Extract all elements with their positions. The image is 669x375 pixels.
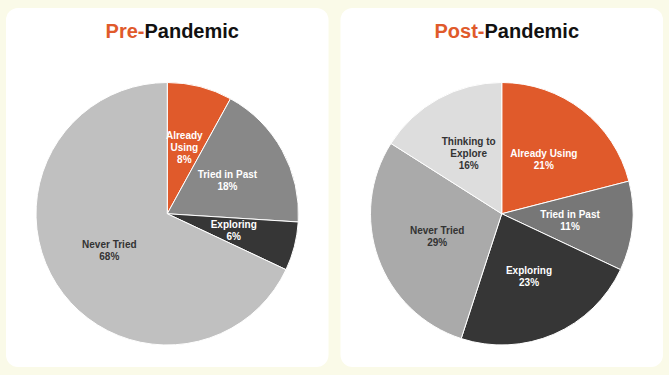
svg-text:Tried in Past: Tried in Past — [198, 169, 258, 180]
svg-text:18%: 18% — [217, 181, 237, 192]
svg-text:11%: 11% — [560, 221, 580, 232]
svg-text:68%: 68% — [99, 251, 119, 262]
svg-text:Post-: Post- — [435, 20, 485, 42]
svg-text:Thinking to: Thinking to — [442, 136, 496, 147]
svg-text:8%: 8% — [177, 154, 192, 165]
svg-text:Using: Using — [170, 142, 198, 153]
svg-text:Exploring: Exploring — [506, 265, 552, 276]
svg-text:29%: 29% — [427, 237, 447, 248]
svg-text:21%: 21% — [534, 160, 554, 171]
svg-text:16%: 16% — [459, 160, 479, 171]
svg-text:23%: 23% — [519, 277, 539, 288]
svg-text:Already: Already — [166, 130, 203, 141]
svg-text:Already Using: Already Using — [510, 148, 577, 159]
svg-text:6%: 6% — [226, 231, 241, 242]
svg-text:Tried in Past: Tried in Past — [540, 209, 600, 220]
svg-text:Pandemic: Pandemic — [144, 20, 238, 42]
svg-text:Explore: Explore — [450, 148, 487, 159]
svg-text:Pandemic: Pandemic — [485, 20, 579, 42]
svg-text:Pre-: Pre- — [106, 20, 145, 42]
svg-text:Never Tried: Never Tried — [410, 225, 464, 236]
svg-text:Never Tried: Never Tried — [82, 239, 136, 250]
svg-text:Exploring: Exploring — [211, 219, 257, 230]
